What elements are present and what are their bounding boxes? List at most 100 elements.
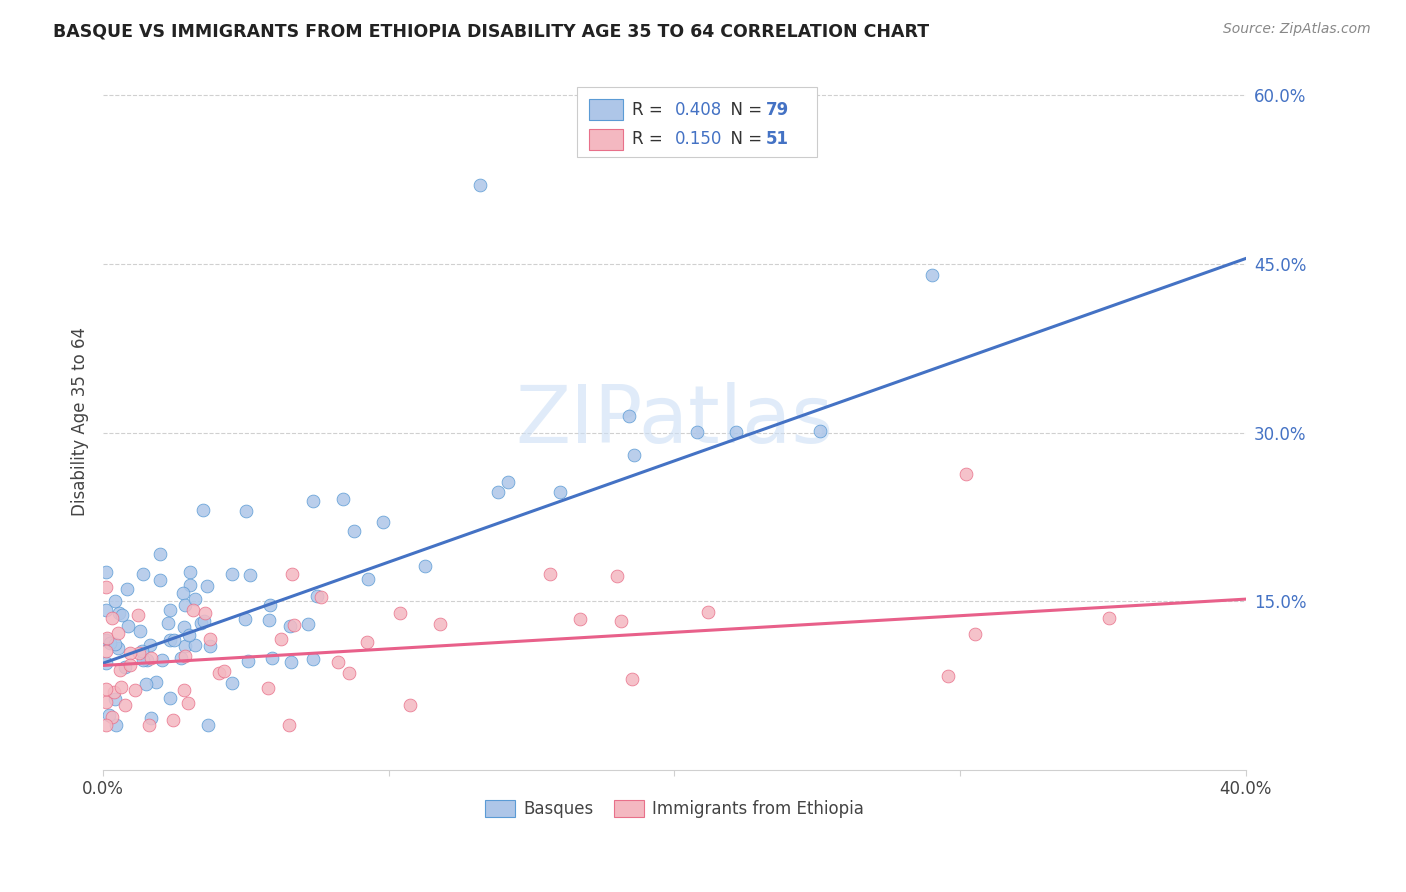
- Text: R =: R =: [633, 130, 668, 148]
- Point: [568, 612, 591, 626]
- Text: 0.150: 0.150: [675, 130, 721, 148]
- Point: [538, 566, 561, 581]
- Point: [963, 627, 986, 641]
- Text: 79: 79: [766, 101, 789, 119]
- Point: [139, 651, 162, 665]
- Point: [145, 675, 167, 690]
- Point: [101, 710, 124, 724]
- Point: [101, 610, 124, 624]
- Point: [724, 425, 747, 439]
- Point: [343, 524, 366, 539]
- Point: [221, 675, 243, 690]
- Point: [94, 696, 117, 710]
- Point: [184, 639, 207, 653]
- Point: [233, 611, 256, 625]
- Text: R =: R =: [633, 101, 668, 119]
- Point: [177, 628, 200, 642]
- Point: [413, 558, 436, 573]
- Point: [696, 605, 718, 619]
- Point: [150, 653, 173, 667]
- Point: [398, 698, 420, 713]
- Point: [94, 632, 117, 647]
- Point: [221, 567, 243, 582]
- Point: [94, 580, 117, 594]
- Y-axis label: Disability Age 35 to 64: Disability Age 35 to 64: [72, 327, 89, 516]
- Point: [135, 653, 157, 667]
- Legend: Basques, Immigrants from Ethiopia: Basques, Immigrants from Ethiopia: [478, 793, 870, 824]
- Point: [357, 572, 380, 586]
- Point: [200, 632, 222, 646]
- Point: [108, 664, 131, 678]
- Point: [94, 656, 117, 670]
- Point: [921, 268, 943, 283]
- Point: [236, 654, 259, 668]
- Point: [257, 614, 280, 628]
- Bar: [589, 100, 623, 120]
- Point: [170, 651, 193, 665]
- Point: [307, 589, 329, 603]
- Point: [159, 632, 181, 647]
- Point: [124, 683, 146, 698]
- Point: [371, 515, 394, 529]
- Point: [197, 718, 219, 732]
- Point: [104, 692, 127, 706]
- Point: [131, 644, 153, 658]
- Point: [132, 567, 155, 582]
- Point: [98, 707, 121, 722]
- Point: [297, 617, 319, 632]
- Point: [96, 632, 118, 646]
- Text: 51: 51: [766, 130, 789, 148]
- Point: [470, 178, 492, 193]
- Point: [135, 676, 157, 690]
- Point: [193, 503, 215, 517]
- Point: [94, 644, 117, 658]
- Point: [235, 504, 257, 518]
- Point: [98, 636, 121, 650]
- Point: [139, 710, 162, 724]
- Point: [179, 566, 201, 580]
- Point: [118, 658, 141, 673]
- Point: [115, 582, 138, 596]
- Point: [107, 607, 129, 621]
- Point: [149, 547, 172, 561]
- Point: [686, 425, 709, 439]
- Text: N =: N =: [720, 101, 768, 119]
- Point: [94, 681, 117, 696]
- Text: N =: N =: [720, 130, 768, 148]
- Point: [194, 606, 217, 620]
- Point: [149, 573, 172, 587]
- Point: [302, 493, 325, 508]
- Point: [174, 649, 197, 664]
- Point: [309, 590, 332, 604]
- Point: [132, 653, 155, 667]
- Point: [173, 683, 195, 698]
- Point: [173, 620, 195, 634]
- Point: [278, 619, 301, 633]
- Point: [302, 652, 325, 666]
- Point: [486, 485, 509, 500]
- Point: [548, 485, 571, 500]
- Point: [177, 697, 200, 711]
- Point: [190, 616, 212, 631]
- Point: [938, 668, 960, 682]
- Point: [139, 638, 162, 652]
- Point: [156, 615, 179, 630]
- Point: [808, 424, 831, 438]
- Point: [128, 624, 150, 639]
- Point: [193, 614, 215, 628]
- Text: BASQUE VS IMMIGRANTS FROM ETHIOPIA DISABILITY AGE 35 TO 64 CORRELATION CHART: BASQUE VS IMMIGRANTS FROM ETHIOPIA DISAB…: [53, 22, 929, 40]
- Point: [623, 448, 645, 462]
- Point: [262, 651, 284, 665]
- Point: [257, 681, 280, 695]
- Point: [128, 646, 150, 660]
- Point: [120, 647, 142, 661]
- Point: [239, 568, 262, 582]
- Point: [114, 698, 136, 712]
- FancyBboxPatch shape: [578, 87, 817, 157]
- Point: [174, 599, 197, 613]
- Text: ZIPatlas: ZIPatlas: [516, 383, 834, 460]
- Point: [389, 606, 412, 620]
- Point: [162, 713, 184, 727]
- Point: [606, 569, 628, 583]
- Point: [127, 608, 149, 623]
